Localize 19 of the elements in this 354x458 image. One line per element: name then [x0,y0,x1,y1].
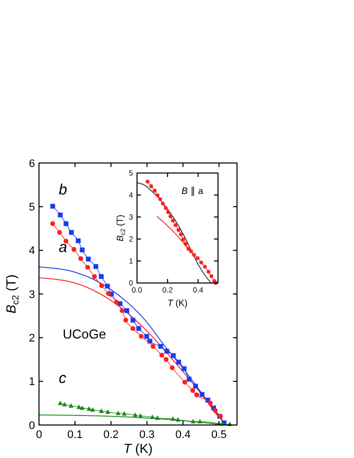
annotation: a [58,239,68,256]
y-tick-label: 3 [28,288,35,301]
annotation: UCoGe [62,326,106,342]
x-tick-label: 0.5 [211,429,227,441]
annotation: c [58,370,67,388]
x-tick-label: 0.1 [67,429,83,441]
annotation: b [58,181,68,198]
y-tick-label: 5 [28,202,35,214]
y-tick-label: 0 [28,420,35,432]
y-tick-label: 6 [28,158,35,170]
x-tick-label: 0.2 [103,429,119,441]
annotation: B ∥ a [182,186,204,196]
y-tick-label: 4 [28,245,35,258]
x-tick-label: 0.4 [175,429,191,441]
x-axis-title: T (K) [168,298,188,308]
y-tick-label: 2 [28,332,35,345]
y-tick-label: 1 [28,376,35,388]
x-tick-label: 0.3 [139,429,155,441]
x-axis-title: T (K) [123,441,153,456]
